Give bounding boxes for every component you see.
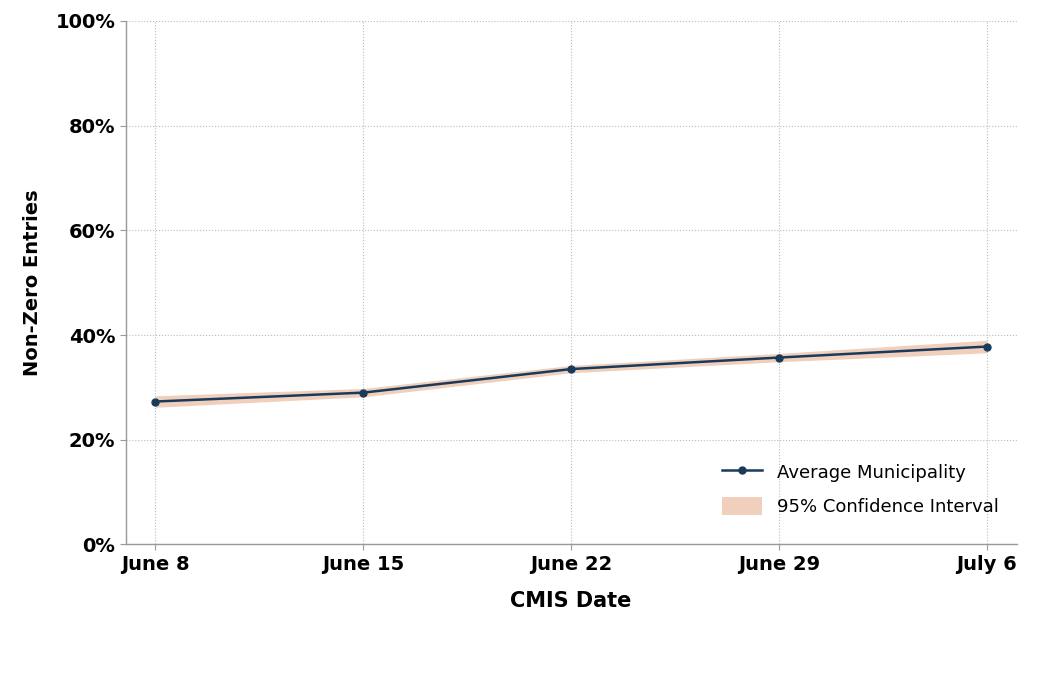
Legend: Average Municipality, 95% Confidence Interval: Average Municipality, 95% Confidence Int… — [714, 454, 1007, 525]
X-axis label: CMIS Date: CMIS Date — [510, 591, 632, 611]
Average Municipality — [357, 388, 370, 396]
Average Municipality — [149, 397, 161, 406]
Average Municipality — [565, 365, 577, 373]
Average Municipality — [981, 343, 994, 351]
Average Municipality — [772, 353, 785, 362]
Y-axis label: Non-Zero Entries: Non-Zero Entries — [23, 189, 42, 376]
Line: Average Municipality: Average Municipality — [152, 343, 990, 405]
